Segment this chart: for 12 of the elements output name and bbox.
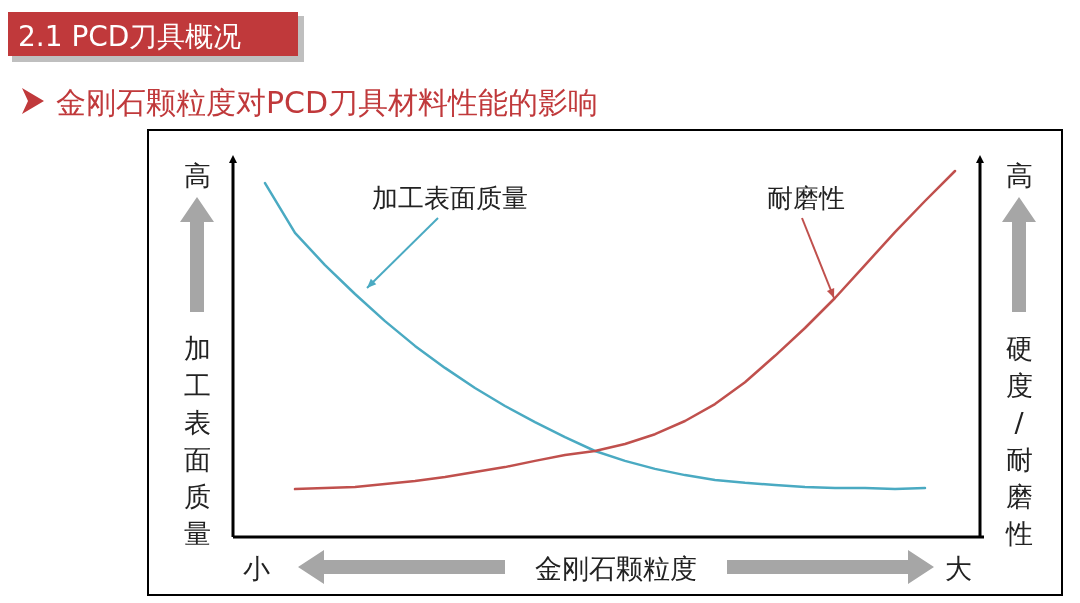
text: 高	[183, 160, 211, 191]
text: 加工表面质量	[372, 183, 528, 213]
text: 大	[944, 553, 972, 584]
chart-subtitle: 金刚石颗粒度对PCD刀具材料性能的影响	[56, 85, 599, 120]
text: 小	[242, 553, 270, 584]
text: 高	[1005, 160, 1033, 191]
x-axis-title: 金刚石颗粒度	[535, 553, 697, 584]
title: 2.1 PCD刀具概况	[8, 12, 304, 62]
ylabel: 加工表面质量	[183, 333, 211, 549]
series-label: 耐磨性	[767, 183, 845, 213]
y2label: 硬度/耐磨性	[1005, 333, 1033, 549]
chart-title: 2.1 PCD刀具概况	[18, 20, 242, 53]
